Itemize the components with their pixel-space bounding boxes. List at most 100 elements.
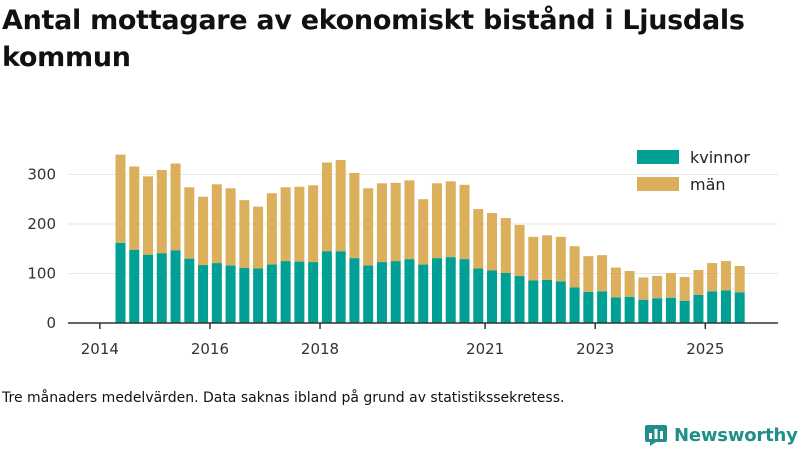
bar-man (294, 186, 305, 262)
bar-man (679, 276, 690, 301)
bar-kvinnor (170, 250, 181, 323)
bar-kvinnor (624, 296, 635, 323)
bar-kvinnor (555, 281, 566, 323)
bar-man (308, 185, 319, 263)
bar-man (211, 184, 222, 264)
bar-kvinnor (115, 242, 126, 323)
bar-kvinnor (473, 268, 484, 323)
bar-man (321, 162, 332, 252)
bar-kvinnor (542, 279, 553, 323)
brand-name: Newsworthy (674, 424, 798, 446)
bar-kvinnor (583, 291, 594, 323)
bar-man (335, 160, 346, 252)
bar-kvinnor (184, 258, 195, 323)
bar-man (624, 270, 635, 297)
x-tick-label: 2021 (466, 340, 504, 358)
bar-kvinnor (514, 275, 525, 323)
bar-man (720, 261, 731, 291)
bar-man (156, 169, 167, 254)
bar-chart-logo-icon (645, 425, 667, 446)
bar-man (693, 270, 704, 295)
brand-logo: Newsworthy (644, 421, 798, 449)
bar-kvinnor (528, 280, 539, 323)
bar-man (487, 213, 498, 271)
bar-man (638, 277, 649, 300)
bar-man (542, 235, 553, 280)
bar-kvinnor (239, 268, 250, 323)
bar-kvinnor (266, 264, 277, 323)
y-tick-label: 0 (46, 314, 56, 332)
legend: kvinnor män (637, 148, 750, 194)
x-tick-label: 2025 (686, 340, 724, 358)
bar-man (404, 180, 415, 260)
bar-man (500, 217, 511, 273)
bar-man (473, 209, 484, 269)
bar-kvinnor (390, 261, 401, 323)
bar-kvinnor (280, 261, 291, 323)
bar-man (376, 183, 387, 263)
x-tick-label: 2016 (191, 340, 229, 358)
bar-kvinnor (707, 291, 718, 323)
legend-man-swatch (637, 177, 679, 191)
footnote: Tre månaders medelvärden. Data saknas ib… (2, 390, 565, 406)
bar-kvinnor (321, 251, 332, 323)
legend-man-label: män (690, 175, 726, 194)
bar-kvinnor (198, 265, 209, 323)
bar-kvinnor (500, 272, 511, 323)
bar-kvinnor (211, 263, 222, 323)
bar-man (418, 199, 429, 265)
bar-kvinnor (225, 265, 236, 323)
bar-kvinnor (143, 254, 154, 323)
bar-kvinnor (459, 259, 470, 323)
bar-man (707, 263, 718, 292)
bar-kvinnor (734, 292, 745, 323)
x-tick-label: 2018 (301, 340, 339, 358)
bar-man (610, 267, 621, 298)
bar-man (390, 182, 401, 262)
bar-man (445, 181, 456, 258)
bar-kvinnor (638, 299, 649, 323)
bar-kvinnor (652, 298, 663, 323)
bar-kvinnor (431, 258, 442, 323)
bar-kvinnor (253, 268, 264, 323)
bar-man (349, 172, 360, 259)
bar-man (129, 166, 140, 250)
x-tick-label: 2014 (81, 340, 119, 358)
bar-man (555, 236, 566, 282)
bar-kvinnor (665, 297, 676, 323)
bar-kvinnor (597, 291, 608, 323)
bar-kvinnor (679, 300, 690, 323)
bar-kvinnor (404, 259, 415, 323)
bar-man (583, 256, 594, 292)
bar-kvinnor (129, 249, 140, 323)
bar-man (734, 266, 745, 293)
bar-man (280, 187, 291, 262)
bar-man (253, 206, 264, 269)
bar-man (266, 193, 277, 265)
bar-man (363, 188, 374, 266)
bar-man (198, 196, 209, 266)
chart-title: Antal mottagare av ekonomiskt bistånd i … (2, 5, 745, 73)
bar-man (239, 200, 250, 269)
y-tick-label: 300 (27, 165, 56, 183)
bar-kvinnor (363, 265, 374, 323)
x-axis-ticks: 2014 2016 2018 2021 2023 2025 (81, 323, 724, 358)
y-tick-label: 100 (27, 264, 56, 282)
bar-man (115, 154, 126, 243)
bar-kvinnor (569, 287, 580, 323)
bar-man (459, 184, 470, 260)
bar-man (431, 183, 442, 259)
bars (115, 154, 745, 323)
bar-man (514, 224, 525, 276)
legend-kvinnor-label: kvinnor (690, 148, 750, 167)
bar-man (597, 255, 608, 292)
bar-kvinnor (418, 264, 429, 323)
x-tick-label: 2023 (576, 340, 614, 358)
y-axis-tick-labels: 0 100 200 300 (27, 165, 56, 332)
y-tick-label: 200 (27, 215, 56, 233)
bar-man (665, 272, 676, 298)
bar-kvinnor (445, 257, 456, 323)
bar-man (528, 236, 539, 281)
bar-man (170, 163, 181, 251)
bar-kvinnor (349, 258, 360, 323)
